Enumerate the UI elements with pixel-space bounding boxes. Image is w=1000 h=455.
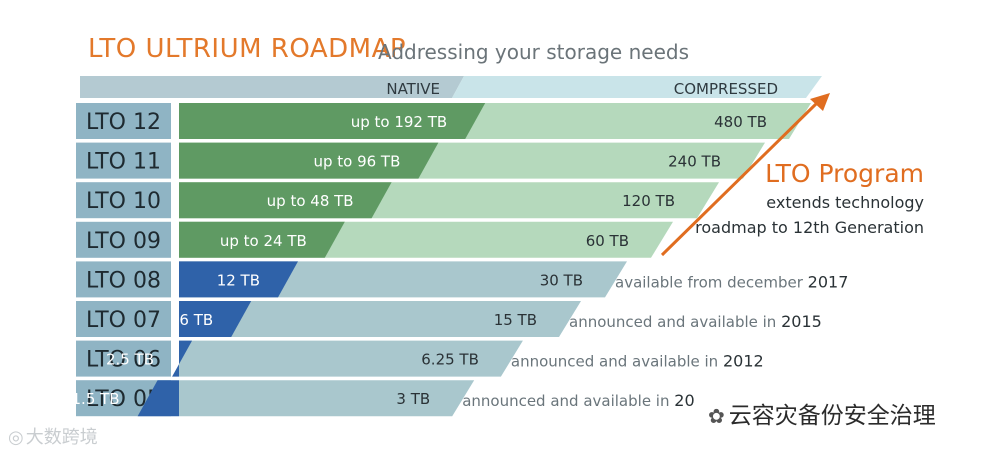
availability-note: announced and available in 20 [462, 391, 694, 410]
native-bar [179, 142, 439, 179]
native-bar [179, 301, 252, 337]
gen-label: LTO 10 [86, 189, 161, 214]
native-bar [179, 103, 486, 139]
compressed-value-label: 60 TB [586, 232, 629, 250]
gen-label-box [76, 182, 171, 219]
chart-subtitle: Addressing your storage needs [378, 40, 689, 64]
native-value-label: 2.5 TB [106, 351, 154, 369]
gen-label: LTO 11 [86, 150, 161, 175]
gen-label-box [76, 221, 171, 258]
compressed-bar [179, 301, 581, 337]
native-bar [172, 340, 193, 377]
native-value-label: 12 TB [217, 271, 260, 289]
native-value-label: up to 24 TB [220, 232, 307, 250]
native-value-label: up to 48 TB [267, 192, 354, 210]
watermark-left: ◎ 大数跨境 [8, 423, 98, 449]
gen-label-box [76, 261, 171, 298]
availability-note-year: 2012 [723, 352, 764, 371]
compressed-value-label: 3 TB [396, 390, 430, 408]
native-bar [137, 380, 179, 417]
native-value-label: up to 96 TB [313, 153, 400, 171]
native-value-label: 1.5 TB [72, 390, 120, 408]
compressed-column-header: COMPRESSED [674, 80, 778, 98]
watermark-right-text: 云容灾备份安全治理 [728, 403, 936, 429]
compressed-value-label: 30 TB [540, 271, 583, 289]
compressed-value-label: 480 TB [714, 113, 767, 131]
availability-note-year: 20 [674, 391, 694, 410]
native-column-header: NATIVE [386, 80, 440, 98]
availability-note-text: announced and available in [511, 353, 723, 371]
gen-label: LTO 12 [86, 110, 161, 135]
compressed-value-label: 240 TB [668, 153, 721, 171]
annotation-line: extends technology [766, 193, 924, 212]
annotation-line: roadmap to 12th Generation [695, 218, 924, 237]
availability-note-text: available from december [615, 273, 808, 291]
gen-label-box [76, 301, 171, 337]
gen-label: LTO 09 [86, 229, 161, 254]
native-bar [179, 261, 298, 298]
watermark-left-text: 大数跨境 [25, 427, 98, 448]
roadmap-arrow-line [660, 100, 820, 257]
annotation-title: LTO Program [765, 159, 924, 188]
gen-label: LTO 07 [86, 308, 161, 333]
native-header-band [80, 76, 464, 98]
compressed-value-label: 15 TB [494, 311, 537, 329]
gen-label: LTO 08 [86, 268, 161, 293]
gen-label-box [76, 103, 171, 139]
compressed-bar [179, 340, 523, 377]
compressed-bar [179, 380, 475, 417]
availability-note: announced and available in 2012 [511, 352, 764, 371]
gen-label-box [76, 142, 171, 179]
chart-title: LTO ULTRIUM ROADMAP [88, 34, 407, 64]
gen-label-box [76, 340, 171, 377]
native-value-label: up to 192 TB [351, 113, 447, 131]
native-bar [179, 221, 345, 258]
watermark-right: ✿ 云容灾备份安全治理 [706, 394, 940, 432]
roadmap-arrow-head [810, 93, 830, 111]
compressed-value-label: 6.25 TB [421, 351, 479, 369]
availability-note-text: announced and available in [569, 313, 781, 331]
availability-note-text: announced and available in [462, 392, 674, 410]
gen-label: LTO 06 [86, 348, 161, 373]
compressed-value-label: 120 TB [622, 192, 675, 210]
compressed-header-band [452, 76, 822, 98]
wechat-icon: ✿ [708, 404, 725, 428]
availability-note: announced and available in 2015 [569, 312, 822, 331]
watermark-logo-icon: ◎ [8, 427, 24, 448]
native-value-label: 6 TB [179, 311, 213, 329]
native-bar [179, 182, 392, 219]
availability-note-year: 2015 [781, 312, 822, 331]
availability-note: available from december 2017 [615, 272, 848, 291]
availability-note-year: 2017 [808, 272, 849, 291]
